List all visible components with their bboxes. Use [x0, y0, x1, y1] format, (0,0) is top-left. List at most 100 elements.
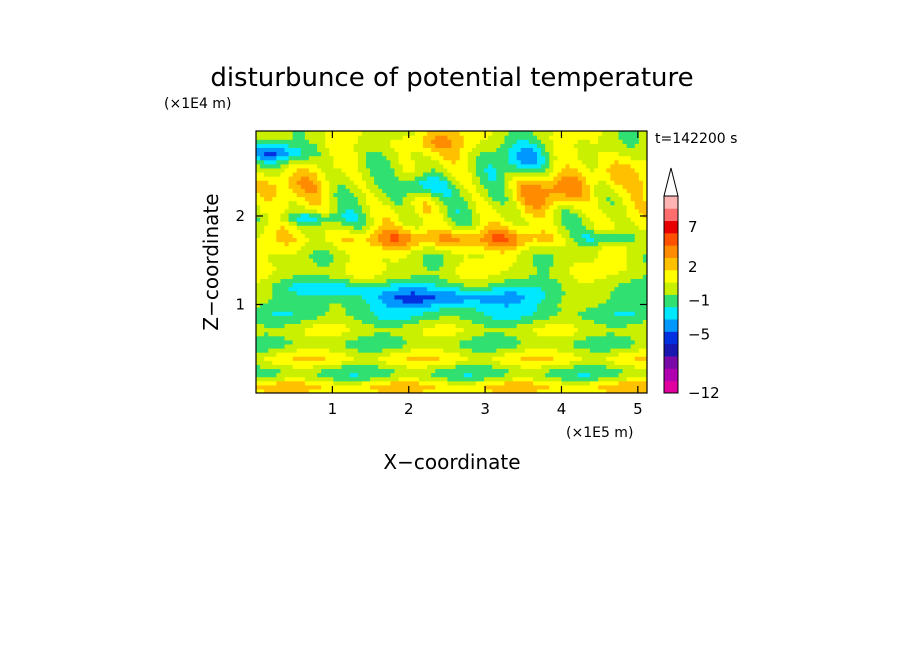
heatmap-cell — [638, 360, 644, 365]
heatmap-cell — [475, 225, 481, 230]
heatmap-cell — [435, 384, 440, 390]
heatmap-cell — [337, 302, 343, 308]
heatmap-cell — [602, 241, 607, 247]
heatmap-cell — [276, 196, 282, 202]
heatmap-cell — [594, 380, 599, 386]
heatmap-cell — [569, 335, 575, 341]
heatmap-cell — [463, 262, 469, 267]
heatmap-cell — [537, 225, 542, 230]
heatmap-cell — [504, 184, 510, 189]
heatmap-cell — [589, 290, 595, 296]
heatmap-cell — [361, 335, 367, 341]
heatmap-cell — [313, 372, 318, 378]
heatmap-cell — [300, 245, 306, 251]
heatmap-cell — [361, 368, 367, 374]
heatmap-cell — [602, 196, 607, 202]
heatmap-cell — [504, 319, 510, 325]
heatmap-cell — [313, 347, 318, 353]
heatmap-cell — [406, 327, 412, 333]
heatmap-cell — [602, 343, 607, 349]
heatmap-cell — [341, 241, 347, 247]
heatmap-cell — [545, 274, 550, 279]
heatmap-cell — [284, 372, 290, 378]
heatmap-cell — [256, 376, 261, 382]
heatmap-cell — [414, 319, 420, 325]
heatmap-cell — [370, 302, 375, 308]
heatmap-cell — [500, 294, 506, 300]
heatmap-cell — [488, 331, 493, 337]
heatmap-cell — [406, 352, 412, 357]
heatmap-cell — [329, 327, 334, 333]
heatmap-cell — [598, 278, 603, 284]
heatmap-cell — [394, 241, 400, 247]
heatmap-cell — [260, 184, 265, 189]
heatmap-cell — [459, 262, 465, 267]
heatmap-cell — [614, 376, 620, 382]
heatmap-cell — [594, 315, 599, 320]
heatmap-cell — [386, 184, 392, 189]
heatmap-cell — [435, 257, 440, 263]
heatmap-cell — [573, 294, 579, 300]
heatmap-cell — [260, 335, 265, 341]
heatmap-cell — [353, 323, 359, 329]
heatmap-cell — [435, 286, 440, 292]
heatmap-cell — [317, 196, 322, 202]
heatmap-cell — [317, 347, 322, 353]
heatmap-cell — [260, 319, 265, 325]
heatmap-cell — [386, 192, 392, 198]
heatmap-cell — [520, 257, 526, 263]
heatmap-cell — [357, 266, 363, 271]
heatmap-cell — [431, 368, 436, 374]
heatmap-cell — [418, 233, 424, 239]
heatmap-cell — [268, 225, 273, 230]
heatmap-cell — [557, 339, 563, 345]
heatmap-cell — [471, 212, 477, 218]
heatmap-cell — [394, 233, 400, 239]
heatmap-cell — [422, 266, 428, 271]
heatmap-cell — [414, 311, 420, 316]
heatmap-cell — [378, 352, 383, 357]
heatmap-cell — [361, 388, 367, 393]
heatmap-cell — [492, 302, 497, 308]
heatmap-cell — [390, 204, 396, 210]
heatmap-cell — [500, 335, 506, 341]
heatmap-cell — [589, 274, 595, 279]
heatmap-cell — [577, 184, 583, 189]
heatmap-cell — [422, 352, 428, 357]
heatmap-cell — [264, 282, 269, 288]
heatmap-cell — [422, 257, 428, 263]
heatmap-cell — [414, 241, 420, 247]
heatmap-cell — [268, 315, 273, 320]
heatmap-cell — [313, 335, 318, 341]
heatmap-cell — [520, 245, 526, 251]
heatmap-cell — [614, 229, 620, 234]
heatmap-cell — [268, 364, 273, 370]
heatmap-cell — [516, 216, 522, 222]
heatmap-cell — [300, 278, 306, 284]
heatmap-cell — [512, 376, 518, 382]
heatmap-cell — [361, 212, 367, 218]
heatmap-cell — [321, 229, 326, 234]
heatmap-cell — [545, 347, 550, 353]
heatmap-cell — [528, 286, 534, 292]
heatmap-cell — [496, 339, 501, 345]
heatmap-cell — [394, 180, 400, 185]
heatmap-cell — [329, 315, 334, 320]
heatmap-cell — [528, 245, 534, 251]
heatmap-cell — [504, 212, 510, 218]
heatmap-cell — [284, 384, 290, 390]
heatmap-cell — [630, 327, 636, 333]
heatmap-cell — [256, 274, 261, 279]
heatmap-cell — [496, 294, 501, 300]
heatmap-cell — [427, 225, 432, 230]
heatmap-cell — [594, 262, 599, 267]
heatmap-cell — [313, 249, 318, 255]
heatmap-cell — [337, 380, 343, 386]
heatmap-cell — [606, 290, 611, 296]
heatmap-cell — [333, 241, 339, 247]
heatmap-cell — [545, 282, 550, 288]
heatmap-cell — [492, 368, 497, 374]
heatmap-cell — [288, 221, 294, 226]
heatmap-cell — [280, 233, 286, 239]
heatmap-cell — [264, 266, 269, 271]
